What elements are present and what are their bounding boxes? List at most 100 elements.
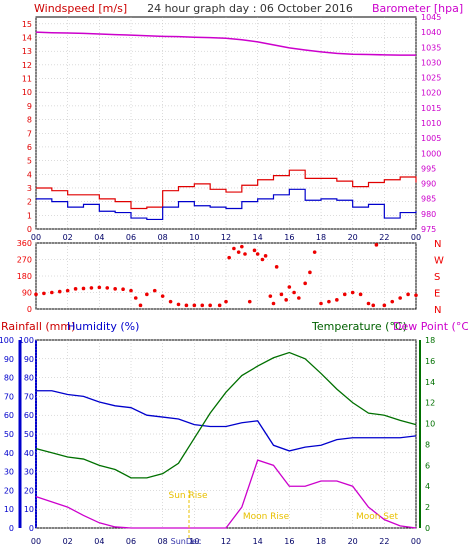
humidity-ticks: 0 10 20 30 40 50 60 70 80 90 100 [19,336,34,533]
barometer-tick-label: 1010 [421,119,441,128]
direction-point [217,303,222,308]
humidity-tick-label: 40 [24,449,34,458]
x-tick-label: 18 [316,233,326,242]
compass-tick-label: W [434,256,444,267]
x-tick-label: 04 [94,537,104,546]
direction-point [105,286,110,290]
direction-point [176,302,181,307]
direction-point [398,296,402,300]
temperature-tick-label: 12 [425,399,435,408]
moon-rise-label: Moon Rise [243,512,290,522]
direction-point [268,294,273,298]
direction-point [284,298,288,302]
sundec-label: SunDec [171,537,202,546]
direction-point [312,250,317,254]
temperature-tick-label: 0 [425,524,430,533]
direction-point [184,303,189,308]
direction-tick-label: 0 [27,305,32,314]
compass-tick-label: N [434,305,441,316]
direction-point [138,303,143,308]
windspeed-tick-label: 14 [22,34,32,43]
panel-direction-grid [35,242,417,310]
direction-point [374,243,379,247]
direction-point [81,286,86,291]
humidity-tick-label: 80 [24,374,34,383]
rainfall-tick-label: 0 [9,524,14,533]
windspeed-tick-label: 1 [27,211,32,220]
direction-point [366,301,371,306]
x-tick-label: 20 [348,537,358,546]
x-tick-label: 14 [253,537,263,546]
barometer-tick-label: 975 [421,225,436,234]
direction-point [271,301,276,306]
direction-point [50,290,54,295]
humidity-tick-label: 50 [24,430,34,439]
direction-point [247,299,252,304]
rainfall-ticks: 0 10 20 30 40 50 60 70 80 90 100 [0,336,14,533]
direction-point [73,287,78,291]
x-tick-label: 10 [189,537,199,546]
panel-direction-points [34,243,418,308]
humidity-tick-label: 0 [29,524,34,533]
direction-point [208,303,212,308]
x-tick-label: 18 [316,537,326,546]
barometer-tick-label: 1045 [421,13,441,22]
humidity-tick-label: 30 [24,468,34,477]
direction-point [292,290,296,295]
direction-point [236,250,241,254]
humidity-axis-label: Humidity (%) [67,320,139,333]
direction-point [308,270,312,275]
humidity-tick-label: 90 [24,355,34,364]
direction-point [160,294,165,298]
dewpoint-axis-label: Dew Point (°C) [393,320,468,333]
barometer-ticks: 975 980 985 990 995 1000 1005 1010 1015 1020 1025 1… [421,13,441,234]
humidity-tick-label: 100 [19,336,34,345]
direction-point [350,290,355,295]
direction-point [382,303,387,308]
direction-point [327,299,331,304]
panel-temp-x-ticks: 00 02 04 06 08 10 12 14 16 18 20 22 00 [31,537,421,546]
compass-tick-label: E [434,289,440,300]
rainfall-tick-label: 80 [4,374,14,383]
direction-point [232,246,236,251]
gust-line [36,169,417,210]
windspeed-axis-label: Windspeed [m/s] [34,2,127,15]
direction-point [145,292,149,297]
barometer-tick-label: 1000 [421,149,441,158]
direction-point [303,281,307,286]
temperature-tick-label: 8 [425,440,430,449]
direction-point [255,252,260,256]
compass-tick-label: S [434,272,440,283]
direction-point [243,252,247,256]
x-tick-label: 12 [221,233,231,242]
windspeed-tick-label: 9 [27,102,32,111]
x-tick-label: 22 [379,233,389,242]
direction-point [224,299,228,304]
panel-wind-x-ticks: 00 02 04 06 08 10 12 14 16 18 20 22 00 [31,233,421,242]
rainfall-tick-label: 70 [4,392,14,401]
x-tick-label: 14 [253,233,263,242]
humidity-tick-label: 70 [24,392,34,401]
windspeed-tick-label: 11 [22,75,32,84]
x-tick-label: 08 [158,537,168,546]
humidity-tick-label: 60 [24,411,34,420]
temperature-tick-label: 2 [425,503,430,512]
panel-wind-series [35,31,417,221]
dewpoint-line [35,459,417,529]
barometer-tick-label: 1030 [421,58,441,67]
windspeed-tick-label: 8 [27,116,32,125]
windspeed-tick-label: 5 [27,157,32,166]
barometer-tick-label: 985 [421,195,436,204]
direction-tick-label: 90 [22,289,32,298]
direction-point [65,288,70,293]
temperature-tick-label: 6 [425,461,430,470]
barometer-axis-label: Barometer [hpa] [372,2,463,15]
direction-point [263,254,268,258]
rainfall-axis-label: Rainfall (mm) [1,320,75,333]
direction-point [34,292,38,297]
barometer-tick-label: 1015 [421,104,441,113]
direction-tick-label: 180 [17,272,32,281]
barometer-line [35,31,416,56]
